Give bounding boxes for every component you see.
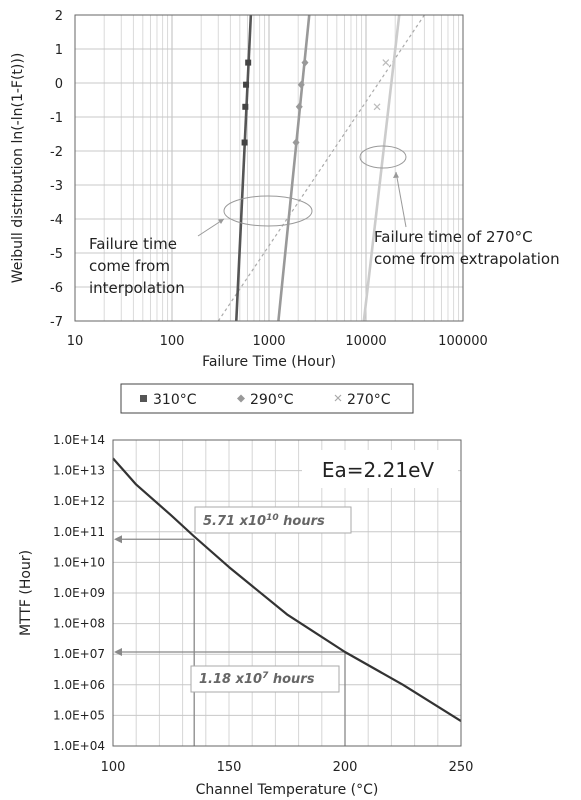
weibull-extrapolation-ellipse xyxy=(359,145,407,169)
weibull-y-tick-label: -5 xyxy=(50,247,63,262)
weibull-fit-line xyxy=(234,14,253,322)
weibull-point-270 xyxy=(373,103,381,111)
mttf-series-layer xyxy=(112,457,462,723)
weibull-x-tick-label: 10 xyxy=(67,334,84,349)
weibull-extrapolation-arrow xyxy=(395,171,407,228)
weibull-y-tick-label: -4 xyxy=(50,213,63,228)
weibull-y-tick-label: 2 xyxy=(55,9,63,24)
weibull-series-layer xyxy=(234,14,401,322)
mttf-y-tick-label: 1.0E+09 xyxy=(53,586,105,600)
mttf-plot-frame xyxy=(112,439,462,747)
weibull-fit-line xyxy=(277,14,311,322)
weibull-y-tick-label: -6 xyxy=(50,281,63,296)
ea-label-background xyxy=(302,450,458,488)
mttf-annotation-upper: 5.71 x1010 hours xyxy=(203,513,325,529)
weibull-annotation-interpolation: Failure time come from interpolation xyxy=(89,235,185,297)
weibull-extrapolation-layer xyxy=(217,14,425,322)
mttf-x-axis-label: Channel Temperature (°C) xyxy=(196,782,379,798)
weibull-point-290 xyxy=(301,58,309,67)
mttf-guide-layer xyxy=(114,506,352,746)
mttf-x-tick-label: 200 xyxy=(333,760,358,775)
weibull-x-tick-label: 100000 xyxy=(438,334,488,349)
weibull-point-310 xyxy=(242,103,249,110)
legend-label-290: 290°C xyxy=(250,392,294,408)
mttf-y-tick-label: 1.0E+10 xyxy=(53,555,105,569)
mttf-y-tick-label: 1.0E+07 xyxy=(53,647,105,661)
mttf-y-tick-label: 1.0E+13 xyxy=(53,464,105,478)
weibull-plot-frame xyxy=(74,14,464,322)
mttf-y-tick-label: 1.0E+12 xyxy=(53,494,105,508)
mttf-x-tick-label: 100 xyxy=(101,760,126,775)
weibull-x-tick-labels: 10 100 1000 10000 100000 xyxy=(67,334,488,349)
mttf-x-tick-label: 250 xyxy=(449,760,474,775)
mttf-guide-arrowhead-lower xyxy=(114,648,122,657)
weibull-annotation-extrapolation: Failure time of 270°C come from extrapol… xyxy=(374,228,560,268)
weibull-legend: 310°C 290°C 270°C xyxy=(120,383,414,414)
weibull-grid xyxy=(75,15,463,321)
mttf-y-tick-label: 1.0E+11 xyxy=(53,525,105,539)
mttf-x-tick-label: 150 xyxy=(217,760,242,775)
mttf-annotation-box-lower xyxy=(190,665,340,693)
legend-label-310: 310°C xyxy=(153,392,197,408)
weibull-point-290 xyxy=(297,80,305,89)
mttf-y-tick-label: 1.0E+04 xyxy=(53,739,105,753)
weibull-y-tick-label: -1 xyxy=(50,111,63,126)
weibull-y-tick-label: 1 xyxy=(55,43,63,58)
mttf-annotation-box-upper xyxy=(194,506,352,534)
weibull-extrapolation-line xyxy=(217,14,425,322)
weibull-point-310 xyxy=(241,139,248,146)
weibull-y-tick-label: -3 xyxy=(50,179,63,194)
mttf-y-tick-label: 1.0E+14 xyxy=(53,433,105,447)
legend-box xyxy=(120,383,414,414)
mttf-x-tick-labels: 100 150 200 250 xyxy=(101,760,474,775)
weibull-annotation-layer xyxy=(197,145,407,237)
mttf-y-tick-label: 1.0E+08 xyxy=(53,617,105,631)
weibull-x-tick-label: 100 xyxy=(160,334,185,349)
weibull-y-tick-labels: 2 1 0 -1 -2 -3 -4 -5 -6 -7 xyxy=(50,9,63,330)
weibull-point-310 xyxy=(243,81,250,88)
weibull-point-290 xyxy=(295,102,303,111)
weibull-x-tick-label: 1000 xyxy=(252,334,285,349)
mttf-y-tick-label: 1.0E+05 xyxy=(53,708,105,722)
mttf-chart: 100 150 200 250 1.0E+141.0E+131.0E+121.0E+1… xyxy=(18,433,473,798)
weibull-extrapolation-arrowhead xyxy=(393,172,399,178)
weibull-y-tick-label: -2 xyxy=(50,145,63,160)
weibull-interpolation-arrowhead xyxy=(218,219,224,224)
weibull-point-290 xyxy=(292,138,300,147)
mttf-y-axis-label: MTTF (Hour) xyxy=(18,550,34,636)
weibull-x-axis-label: Failure Time (Hour) xyxy=(202,354,336,370)
weibull-point-270 xyxy=(382,59,390,67)
weibull-y-axis-label: Weibull distribution ln(-ln(1-F(t))) xyxy=(10,53,26,284)
mttf-guide-arrowhead-upper xyxy=(114,535,122,544)
weibull-chart: 10 100 1000 10000 100000 210-1-2-3-4-5-6-7 F… xyxy=(10,9,560,414)
ea-label: Ea=2.21eV xyxy=(322,458,434,482)
mttf-annotation-lower: 1.18 x107 hours xyxy=(199,671,315,687)
weibull-y-tick-label: 0 xyxy=(55,77,63,92)
weibull-y-tick-label: -7 xyxy=(50,315,63,330)
legend-label-270: 270°C xyxy=(347,392,391,408)
legend-marker-270 xyxy=(334,394,342,402)
mttf-y-tick-labels: 1.0E+14 1.0E+13 1.0E+12 1.0E+11 1.0E+10 1.0E+… xyxy=(53,433,105,753)
mttf-curve xyxy=(112,457,462,723)
weibull-x-tick-label: 10000 xyxy=(345,334,386,349)
legend-marker-310 xyxy=(140,395,147,402)
legend-marker-290 xyxy=(237,394,245,403)
weibull-interpolation-ellipse xyxy=(223,195,313,227)
mttf-y-tick-label: 1.0E+06 xyxy=(53,678,105,692)
weibull-point-310 xyxy=(245,59,252,66)
